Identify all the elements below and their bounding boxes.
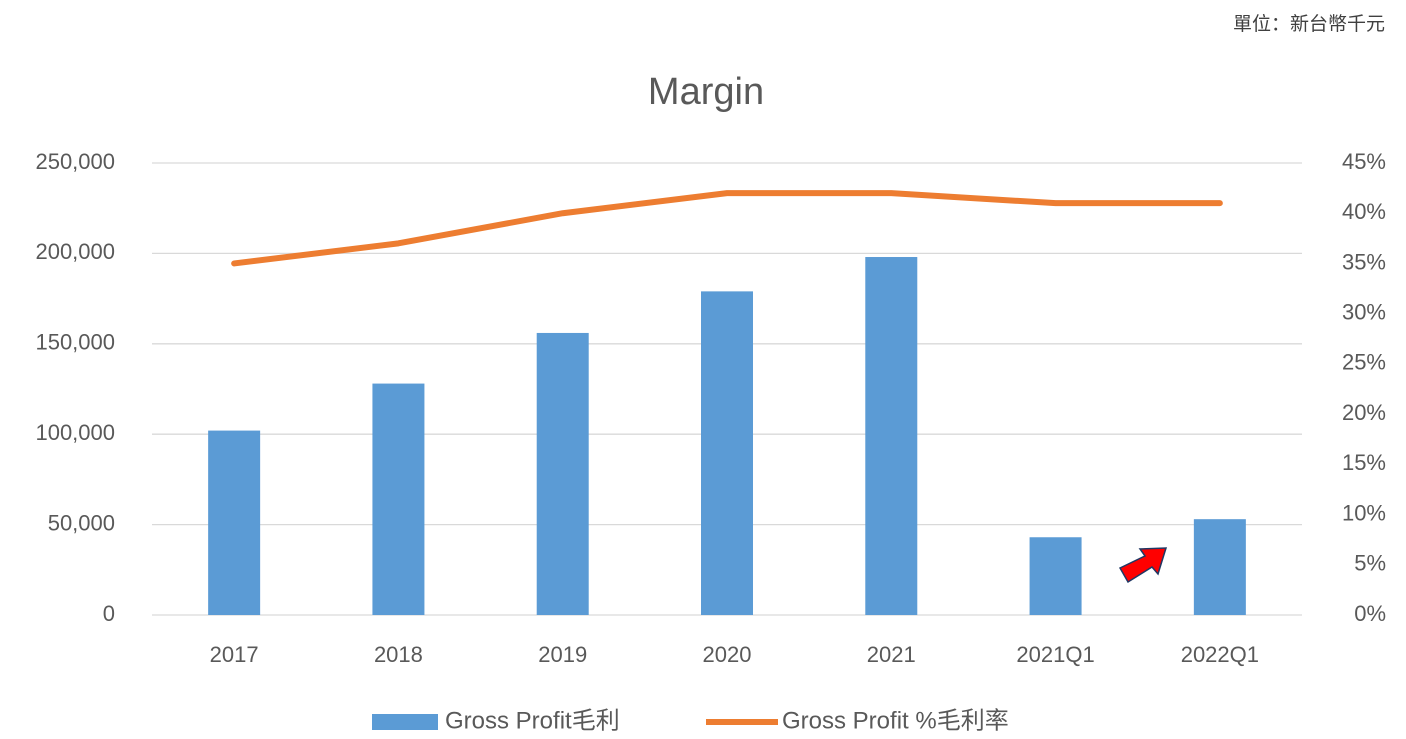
legend-label: Gross Profit毛利 [445,707,620,734]
y2-tick-label: 35% [1342,249,1386,274]
y-tick-label: 50,000 [48,510,115,535]
bar [865,257,918,615]
x-tick-label: 2021Q1 [1016,642,1094,667]
y-tick-label: 0 [103,601,115,626]
x-tick-label: 2022Q1 [1181,642,1259,667]
bar [372,383,425,615]
y2-tick-label: 0% [1354,601,1386,626]
y2-tick-label: 40% [1342,199,1386,224]
x-tick-label: 2017 [210,642,259,667]
legend-label: Gross Profit %毛利率 [782,707,1009,734]
unit-note: 單位：新台幣千元 [1233,13,1385,35]
legend-swatch [372,714,438,730]
y2-tick-label: 25% [1342,350,1386,375]
line-series [231,190,1223,267]
bar [1193,519,1246,615]
bar [701,291,753,615]
arrow-annotation [1118,547,1168,584]
y2-tick-label: 45% [1342,149,1386,174]
bar [208,430,261,615]
x-tick-label: 2018 [374,642,423,667]
x-tick-label: 2020 [703,642,752,667]
chart-title: Margin [648,71,764,113]
y-tick-label: 200,000 [35,239,115,264]
x-tick-label: 2021 [867,642,916,667]
y-tick-label: 150,000 [35,330,115,355]
y2-tick-label: 30% [1342,299,1386,324]
x-tick-label: 2019 [538,642,587,667]
y2-tick-label: 10% [1342,500,1386,525]
y-tick-label: 250,000 [35,149,115,174]
bar [1029,537,1082,615]
bar [536,332,589,615]
y2-tick-label: 15% [1342,450,1386,475]
y-tick-label: 100,000 [35,420,115,445]
y2-tick-label: 20% [1342,400,1386,425]
y2-tick-label: 5% [1354,551,1386,576]
